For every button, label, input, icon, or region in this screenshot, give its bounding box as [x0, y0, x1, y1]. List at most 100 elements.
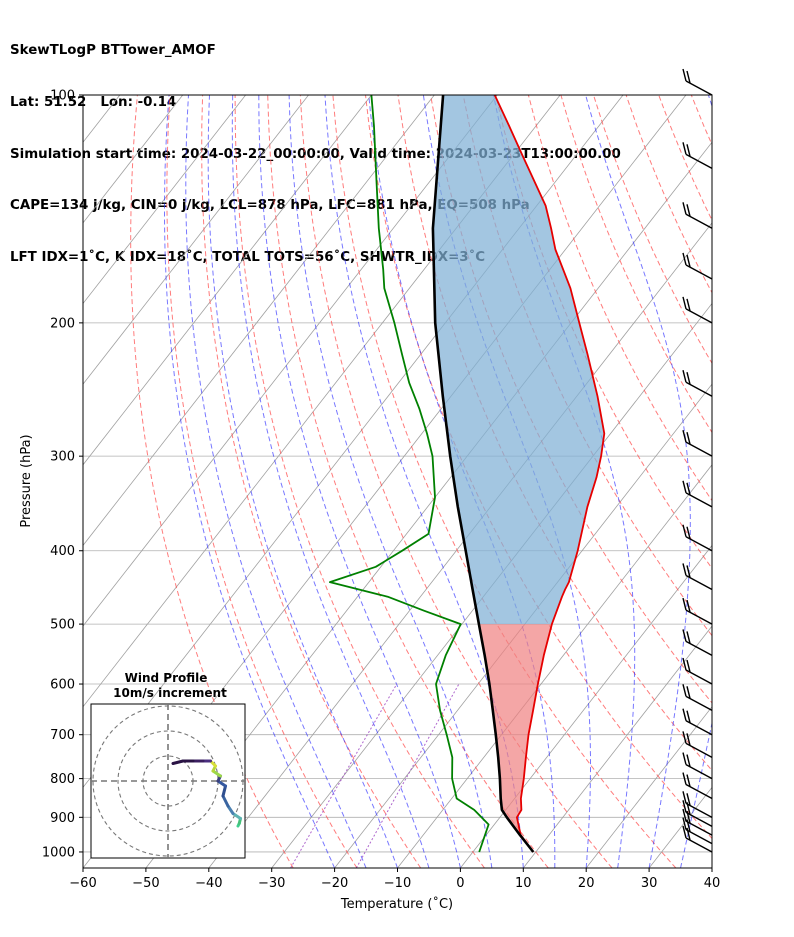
x-tick-label: 20	[578, 876, 595, 891]
dry-adiabat-line	[789, 95, 794, 868]
wind-barb-flag	[686, 774, 691, 787]
wind-barb-flag	[682, 800, 687, 813]
wind-barb-flag	[682, 752, 687, 765]
wind-barb	[685, 669, 713, 685]
wind-barbs	[682, 68, 713, 853]
wind-barb-flag	[686, 631, 691, 644]
y-tick-label: 600	[50, 678, 75, 693]
wind-barb	[685, 802, 713, 818]
hodograph-segment	[216, 779, 227, 788]
wind-barb	[685, 820, 713, 836]
hodograph-segment	[221, 794, 230, 808]
isotherm-line	[522, 625, 712, 868]
dry-adiabat-line	[690, 95, 712, 146]
x-tick-label: 30	[641, 876, 658, 891]
moist-adiabat-line	[288, 95, 493, 868]
dry-adiabat-line	[658, 95, 712, 222]
wind-barb-flag	[682, 772, 687, 785]
wind-barb-flag	[682, 480, 687, 494]
wind-barb-flag	[682, 808, 687, 822]
wind-barb	[685, 308, 713, 324]
y-axis-label: Pressure (hPa)	[19, 434, 34, 527]
y-tick-label: 1000	[42, 845, 75, 860]
wind-barb-flag	[682, 202, 687, 215]
wind-barb-flag	[686, 793, 691, 806]
wind-barb-flag	[682, 68, 687, 82]
hodograph-segment	[226, 804, 235, 815]
wind-barb	[685, 213, 713, 229]
wind-barb	[685, 441, 713, 457]
mixing-ratio-line	[355, 683, 460, 868]
wind-barb-flag	[682, 629, 687, 642]
wind-barb-flag	[682, 597, 687, 611]
isotherm-line	[83, 95, 435, 547]
y-tick-label: 100	[50, 89, 75, 104]
wind-barb-flag	[686, 254, 691, 268]
moist-adiabat-line	[231, 95, 430, 868]
cape-area	[432, 95, 605, 625]
x-tick-label: −60	[69, 876, 96, 891]
temperature-line	[493, 95, 606, 853]
wind-barb-flag	[686, 431, 691, 445]
dry-adiabat-line	[724, 95, 794, 868]
wind-barb-flag	[686, 526, 691, 539]
wind-barb	[685, 153, 713, 169]
isotherm-line	[83, 95, 246, 305]
y-tick-label: 300	[50, 450, 75, 465]
wind-barb-flag	[682, 657, 687, 671]
x-tick-label: 40	[704, 876, 721, 891]
y-tick-label: 500	[50, 618, 75, 633]
dry-adiabat-line	[201, 95, 422, 868]
isotherm-line	[334, 383, 712, 868]
isotherm-line	[585, 706, 712, 868]
x-tick-label: 0	[456, 876, 464, 891]
wind-barb-flag	[686, 710, 691, 723]
wind-barb-flag	[682, 684, 687, 697]
y-tick-label: 700	[50, 728, 75, 743]
isotherm-line	[711, 867, 712, 868]
moist-adiabat-line	[680, 95, 712, 868]
wind-barb	[685, 492, 713, 508]
wind-barb	[685, 381, 713, 397]
dry-adiabat-line	[130, 95, 294, 868]
isotherm-line	[83, 95, 498, 627]
wind-barb-flag	[682, 252, 687, 266]
wind-barb	[685, 829, 713, 845]
wind-barb-flag	[686, 659, 691, 673]
profile-series	[329, 95, 606, 853]
hodograph-segment	[211, 769, 222, 778]
isotherm-line	[145, 141, 712, 868]
x-tick-label: 10	[515, 876, 532, 891]
wind-barb	[685, 536, 713, 552]
wind-barb-flag	[686, 754, 691, 767]
mixing-ratio-line	[290, 683, 398, 868]
x-tick-label: −40	[195, 876, 222, 891]
wind-barb-flag	[686, 372, 691, 385]
chart-title: SkewTLogP BTTower_AMOF	[10, 43, 216, 59]
wind-barb-flag	[686, 733, 691, 746]
cin-area	[478, 624, 552, 852]
moist-adiabat-line	[164, 95, 336, 868]
x-axis-ticks: −60 −50 −40 −30 −20 −10 0 10 20 30 40	[69, 868, 720, 891]
wind-barb-flag	[686, 70, 691, 84]
wind-barb	[685, 640, 713, 657]
time-line: Simulation start time: 2024-03-22_00:00:…	[10, 146, 621, 162]
moist-adiabat-line	[207, 95, 398, 868]
dry-adiabat-line	[495, 95, 712, 570]
hodograph-inset: Wind Profile 10m/s increment	[90, 671, 246, 859]
moist-adiabat-line	[185, 95, 367, 868]
isotherm-line	[648, 786, 712, 868]
wind-barb-flag	[682, 142, 687, 155]
wind-barb-flag	[682, 296, 687, 310]
y-tick-label: 400	[50, 544, 75, 559]
isotherm-line	[83, 95, 309, 385]
wind-barb-flag	[686, 565, 691, 578]
wind-barb-flag	[682, 817, 687, 830]
moist-adiabat-line	[324, 95, 524, 868]
hodograph-segment	[231, 812, 242, 820]
wind-barb	[685, 695, 713, 711]
wind-barb	[685, 574, 713, 591]
wind-barb-flag	[686, 204, 691, 217]
wind-barb	[685, 609, 713, 625]
